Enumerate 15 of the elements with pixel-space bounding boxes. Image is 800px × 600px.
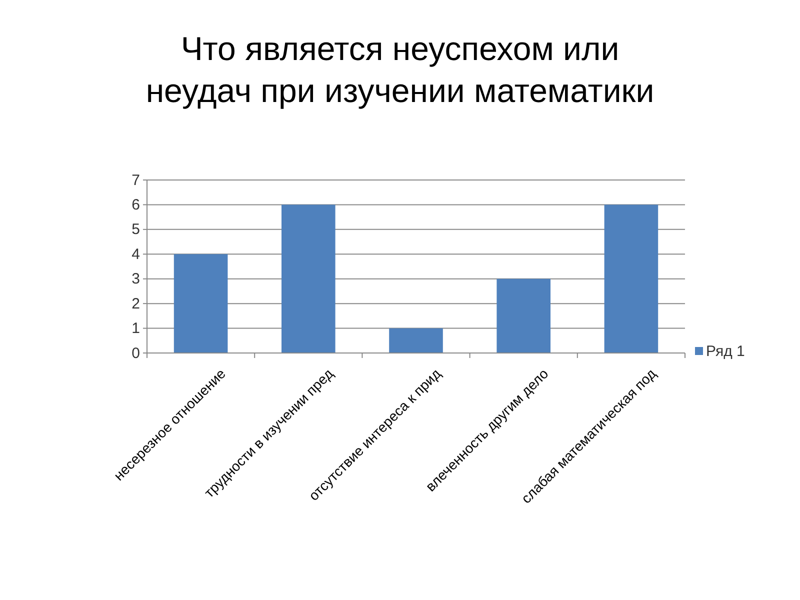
legend-label: Ряд 1 [706,343,745,360]
y-tick-label: 3 [132,270,140,288]
y-tick-label: 5 [132,221,140,238]
y-tick-label: 2 [132,295,140,312]
y-tick-label: 6 [132,196,140,214]
bar [496,278,550,353]
chart-title: Что является неуспехом или неудач при изучении математики [146,30,654,109]
bar [604,204,658,353]
y-tick-label: 1 [132,320,140,338]
bar [282,204,336,353]
bar [174,254,228,353]
y-tick-label: 0 [132,344,140,362]
bar [389,328,443,353]
y-tick-label: 7 [132,172,140,189]
y-tick-label: 4 [132,246,140,263]
